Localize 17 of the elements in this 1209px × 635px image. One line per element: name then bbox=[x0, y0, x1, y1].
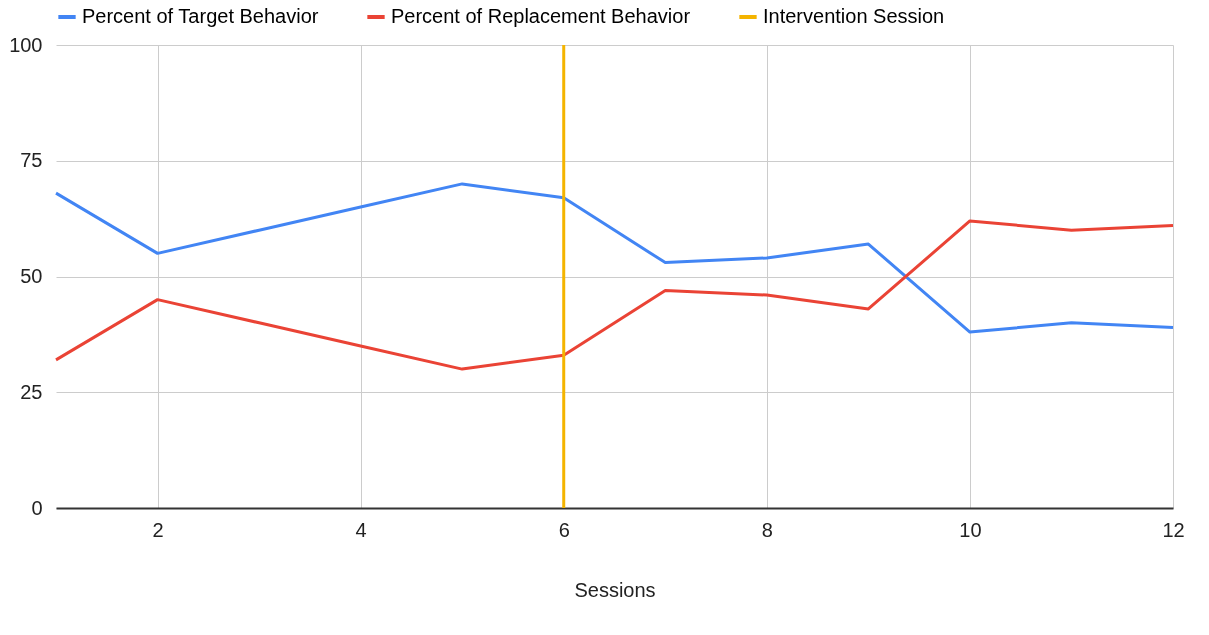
y-tick-label: 50 bbox=[20, 265, 43, 287]
line-series bbox=[54, 182, 1175, 334]
x-tick-label: 2 bbox=[152, 518, 164, 541]
x-axis-title: Sessions bbox=[574, 578, 656, 601]
y-tick-label: 0 bbox=[31, 496, 43, 519]
y-tick-label: 100 bbox=[9, 33, 43, 56]
legend-label: Intervention Session bbox=[763, 5, 945, 27]
y-tick-label: 25 bbox=[20, 380, 43, 403]
x-tick-label: 8 bbox=[761, 518, 773, 541]
line-series bbox=[54, 219, 1175, 371]
x-tick-label: 6 bbox=[558, 518, 570, 541]
x-tick-label: 4 bbox=[355, 518, 367, 541]
x-tick-label: 12 bbox=[1162, 518, 1185, 541]
x-tick-label: 10 bbox=[959, 518, 982, 541]
y-tick-label: 75 bbox=[20, 149, 43, 172]
legend-label: Percent of Target Behavior bbox=[82, 5, 319, 27]
legend-label: Percent of Replacement Behavior bbox=[391, 5, 691, 27]
